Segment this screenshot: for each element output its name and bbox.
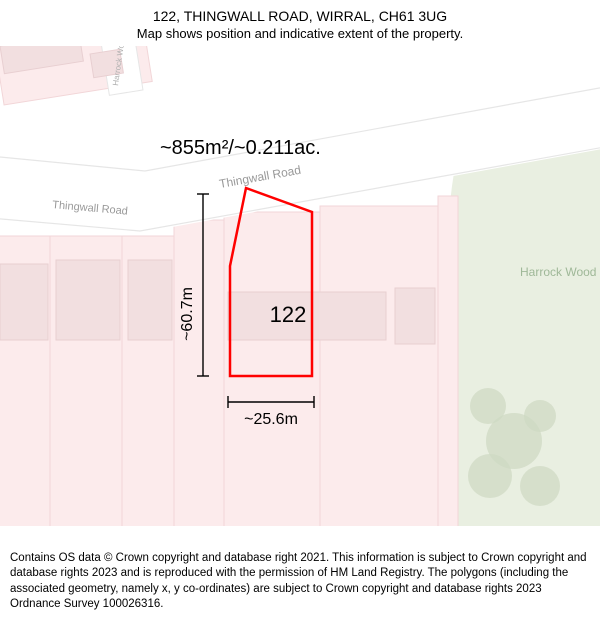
land-plot xyxy=(320,206,438,526)
land-plot xyxy=(438,196,458,526)
tree-icon xyxy=(470,388,506,424)
dim-height-label: ~60.7m xyxy=(179,287,196,341)
copyright-footer: Contains OS data © Crown copyright and d… xyxy=(0,543,600,625)
header: 122, THINGWALL ROAD, WIRRAL, CH61 3UG Ma… xyxy=(0,0,600,41)
park-name-label: Harrock Wood xyxy=(520,265,596,279)
building xyxy=(56,260,120,340)
building xyxy=(0,264,48,340)
map-container: ~855m²/~0.211ac.~60.7m~25.6m122Thingwall… xyxy=(0,46,600,526)
building xyxy=(395,288,435,344)
property-subtitle: Map shows position and indicative extent… xyxy=(10,26,590,41)
house-number-label: 122 xyxy=(270,302,307,327)
tree-icon xyxy=(468,454,512,498)
building xyxy=(128,260,172,340)
property-map: ~855m²/~0.211ac.~60.7m~25.6m122Thingwall… xyxy=(0,46,600,526)
area-label: ~855m²/~0.211ac. xyxy=(160,137,321,159)
building xyxy=(228,292,386,340)
tree-icon xyxy=(520,466,560,506)
tree-icon xyxy=(524,400,556,432)
land-plot xyxy=(224,212,320,526)
dim-width-label: ~25.6m xyxy=(244,411,298,428)
land-plot xyxy=(174,220,224,526)
property-title: 122, THINGWALL ROAD, WIRRAL, CH61 3UG xyxy=(10,8,590,24)
